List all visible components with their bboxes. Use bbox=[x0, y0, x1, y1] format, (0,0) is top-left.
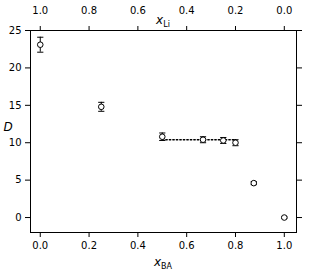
svg-text:0.0: 0.0 bbox=[32, 240, 48, 251]
svg-text:0: 0 bbox=[15, 212, 21, 223]
svg-text:20: 20 bbox=[9, 62, 22, 73]
svg-text:0.2: 0.2 bbox=[81, 240, 97, 251]
svg-text:1.0: 1.0 bbox=[276, 240, 292, 251]
svg-text:0.0: 0.0 bbox=[276, 5, 292, 16]
svg-text:D: D bbox=[3, 120, 12, 134]
svg-text:25: 25 bbox=[9, 25, 22, 36]
svg-text:0.4: 0.4 bbox=[179, 5, 195, 16]
svg-text:0.8: 0.8 bbox=[81, 5, 97, 16]
svg-text:10: 10 bbox=[9, 137, 22, 148]
svg-text:15: 15 bbox=[9, 100, 22, 111]
svg-text:0.2: 0.2 bbox=[228, 5, 244, 16]
svg-text:xLi: xLi bbox=[155, 13, 170, 29]
svg-text:5: 5 bbox=[15, 174, 21, 185]
svg-text:1.0: 1.0 bbox=[32, 5, 48, 16]
svg-text:0.6: 0.6 bbox=[130, 5, 146, 16]
svg-text:0.4: 0.4 bbox=[130, 240, 146, 251]
svg-text:xBA: xBA bbox=[153, 255, 173, 271]
svg-text:0.8: 0.8 bbox=[228, 240, 244, 251]
svg-text:0.6: 0.6 bbox=[179, 240, 195, 251]
